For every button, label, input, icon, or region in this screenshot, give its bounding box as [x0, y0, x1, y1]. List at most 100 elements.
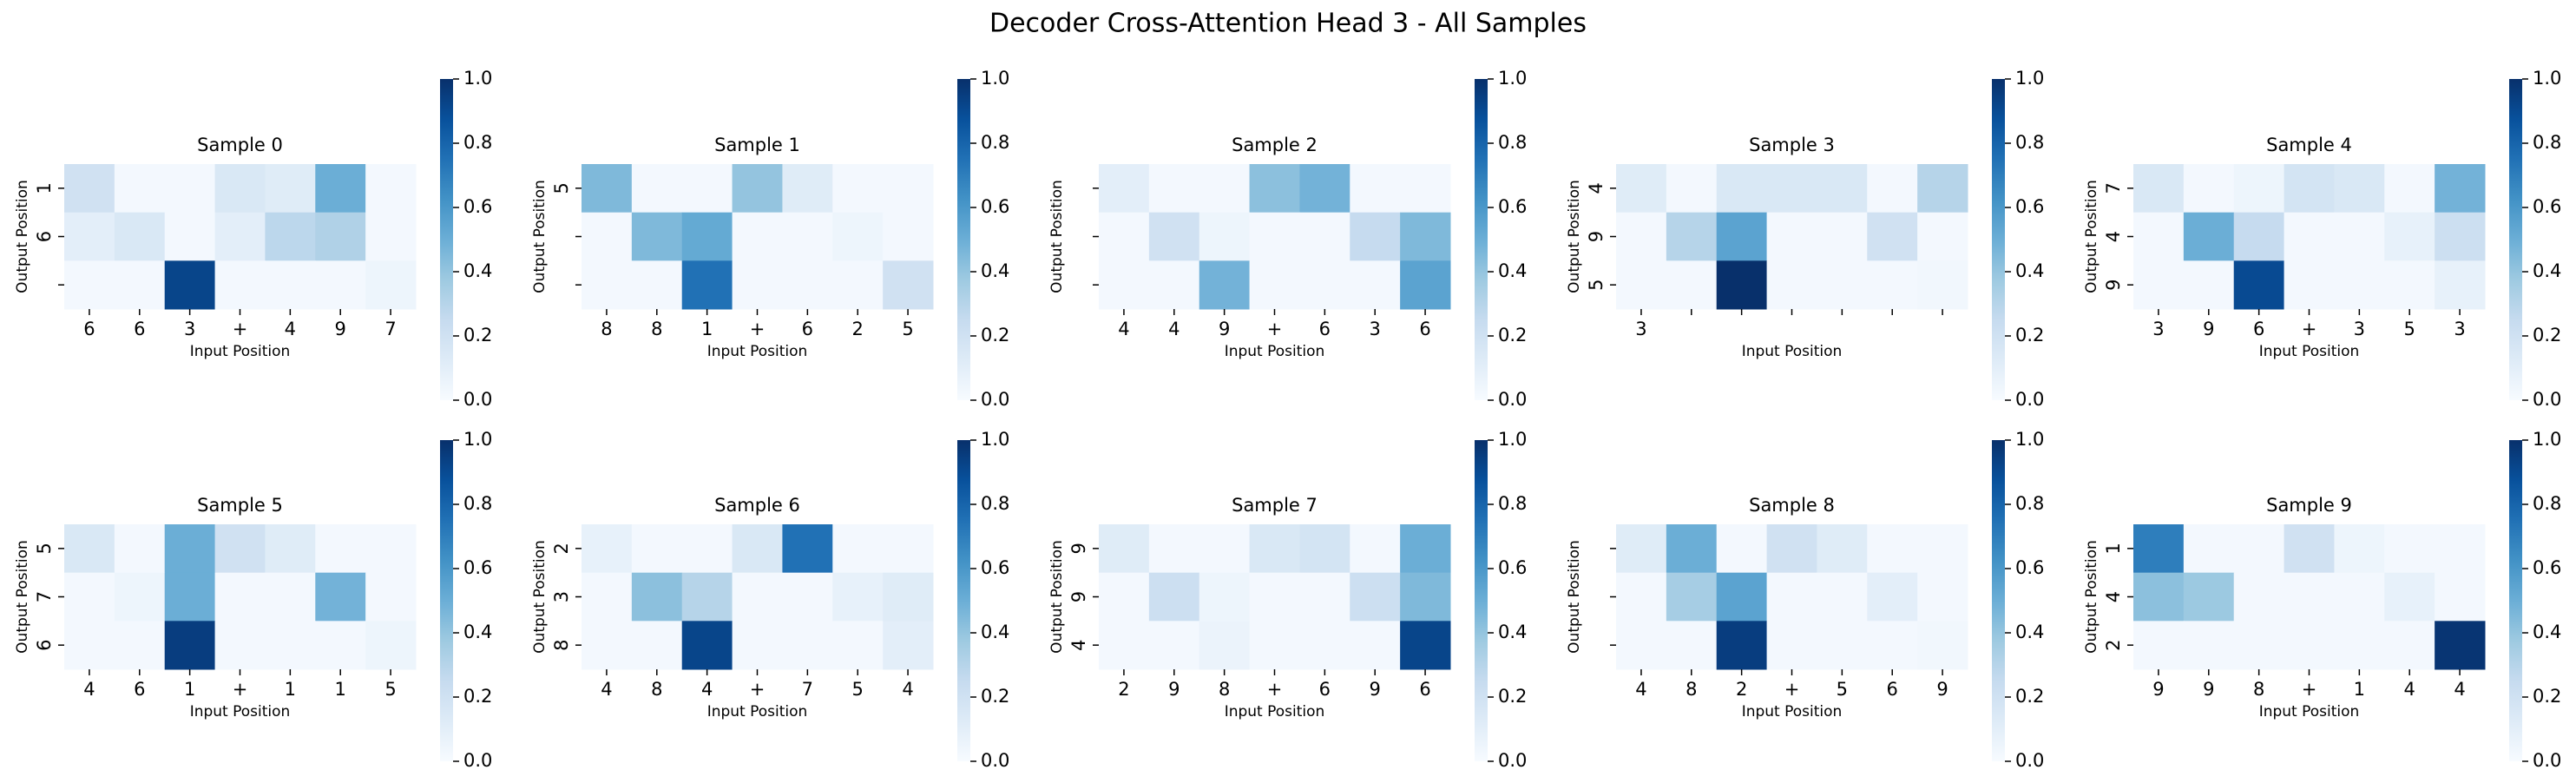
heat-cell — [1350, 621, 1401, 670]
y-tick-label: 3 — [551, 591, 572, 602]
x-tick-label: 5 — [2404, 319, 2415, 339]
heat-cell — [1350, 212, 1401, 261]
x-axis-label: Input Position — [190, 343, 291, 360]
colorbar — [1992, 440, 2005, 761]
x-axis-label: Input Position — [1225, 703, 1325, 720]
x-tick-label: 3 — [2354, 319, 2365, 339]
heat-cell — [1616, 212, 1667, 261]
heat-cell — [265, 164, 316, 214]
colorbar-tick-label: 0.6 — [2533, 557, 2561, 578]
heat-cell — [1666, 524, 1718, 574]
colorbar-tick-label: 1.0 — [2533, 68, 2561, 89]
heat-cell — [2233, 260, 2285, 310]
x-tick-label: 6 — [134, 319, 145, 339]
heat-cell — [782, 572, 833, 622]
colorbar-tick-label: 0.6 — [1498, 196, 1527, 217]
x-tick-label: 4 — [1118, 319, 1129, 339]
heat-cell — [732, 524, 783, 574]
x-axis-label: Input Position — [1225, 343, 1325, 360]
subplot-title: Sample 2 — [1232, 135, 1318, 155]
colorbar-tick-label: 0.2 — [2015, 325, 2044, 345]
heat-cell — [265, 572, 316, 622]
y-tick-label: 9 — [2103, 279, 2124, 290]
colorbar-tick-label: 0.0 — [2533, 389, 2561, 410]
colorbar-tick-label: 1.0 — [2015, 429, 2044, 450]
heat-cell — [365, 621, 417, 670]
heat-cell — [1400, 572, 1451, 622]
heat-cell — [1400, 621, 1451, 670]
x-tick-label: 4 — [902, 679, 913, 700]
heat-cell — [631, 212, 683, 261]
x-tick-label: 6 — [1319, 679, 1331, 700]
heat-cell — [681, 621, 733, 670]
heat-cell — [1867, 164, 1918, 214]
heat-cell — [832, 260, 884, 310]
heat-cell — [2334, 572, 2385, 622]
heat-cell — [681, 572, 733, 622]
colorbar-tick-label: 0.6 — [1498, 557, 1527, 578]
heat-cell — [1817, 164, 1868, 214]
subplot-title: Sample 9 — [2266, 495, 2352, 516]
heat-cell — [1867, 260, 1918, 310]
heat-cell — [2435, 212, 2486, 261]
colorbar-tick-label: 0.2 — [981, 325, 1009, 345]
heat-cell — [315, 164, 366, 214]
colorbar-tick-label: 0.0 — [2015, 750, 2044, 771]
heat-cell — [214, 212, 266, 261]
heat-cell — [582, 164, 633, 214]
colorbar-tick-label: 1.0 — [981, 429, 1009, 450]
x-tick-label: 9 — [1168, 679, 1180, 700]
heat-cell — [2435, 524, 2486, 574]
heat-cell — [1099, 164, 1150, 214]
heat-cell — [1616, 572, 1667, 622]
x-tick-label: 1 — [335, 679, 346, 700]
colorbar — [957, 440, 970, 761]
colorbar-tick-label: 0.4 — [981, 622, 1009, 642]
heat-cell — [1400, 260, 1451, 310]
heat-cell — [64, 164, 115, 214]
x-tick-label: 6 — [802, 319, 813, 339]
x-axis-label: Input Position — [707, 343, 808, 360]
heat-cell — [2284, 621, 2335, 670]
heat-cell — [2384, 164, 2435, 214]
y-axis-label: Output Position — [2083, 180, 2100, 293]
x-tick-label: 8 — [651, 679, 662, 700]
y-tick-label: 1 — [2103, 543, 2124, 554]
y-axis-label: Output Position — [1048, 180, 1066, 293]
heat-cell — [631, 164, 683, 214]
heat-cell — [1917, 524, 1968, 574]
heat-cell — [1716, 621, 1768, 670]
colorbar-tick-label: 0.2 — [2533, 686, 2561, 707]
heat-cell — [1766, 260, 1817, 310]
heat-cell — [2133, 621, 2185, 670]
colorbar-tick-label: 0.2 — [2015, 686, 2044, 707]
x-tick-label: 3 — [184, 319, 195, 339]
y-axis-label: Output Position — [14, 180, 31, 293]
heat-cell — [365, 260, 417, 310]
heat-cell — [1867, 621, 1918, 670]
heat-cell — [2233, 572, 2285, 622]
heat-cell — [1350, 260, 1401, 310]
heat-cell — [1766, 212, 1817, 261]
heat-cell — [1299, 621, 1350, 670]
colorbar-tick-label: 0.0 — [981, 389, 1009, 410]
heat-cell — [1249, 572, 1300, 622]
x-tick-label: + — [1267, 319, 1283, 339]
colorbar-tick-label: 0.2 — [1498, 686, 1527, 707]
colorbar-tick-label: 0.0 — [981, 750, 1009, 771]
heat-cell — [2435, 572, 2486, 622]
y-tick-label: 9 — [1068, 591, 1089, 602]
heat-cell — [582, 260, 633, 310]
heat-cell — [1716, 572, 1768, 622]
heat-cell — [1199, 621, 1251, 670]
x-tick-label: 6 — [1887, 679, 1898, 700]
colorbar-tick-label: 0.6 — [463, 557, 492, 578]
y-tick-label: 5 — [1586, 279, 1607, 290]
heat-cell — [365, 164, 417, 214]
x-tick-label: 9 — [1219, 319, 1230, 339]
heat-cell — [1299, 212, 1350, 261]
heat-cell — [164, 212, 216, 261]
heat-cell — [2435, 164, 2486, 214]
x-tick-label: 6 — [1419, 319, 1430, 339]
x-tick-label: + — [750, 679, 766, 700]
